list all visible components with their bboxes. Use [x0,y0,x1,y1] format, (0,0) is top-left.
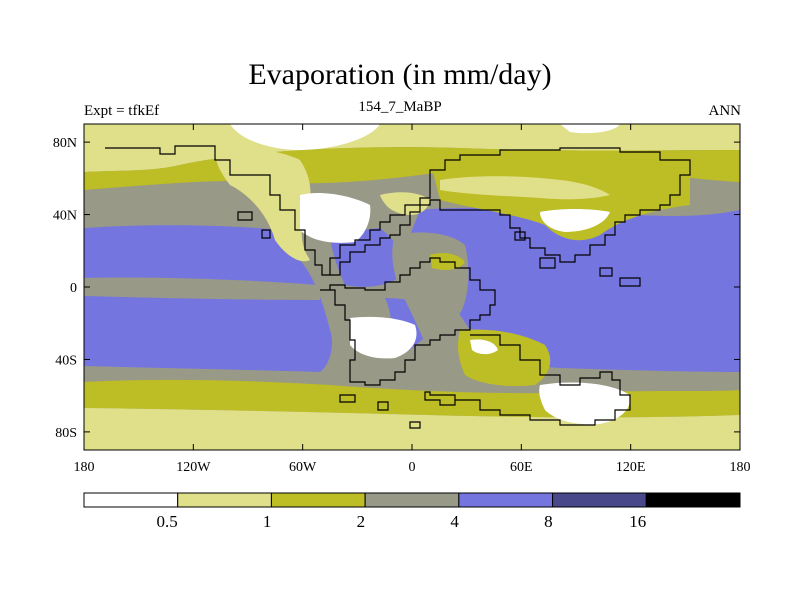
y-tick-label: 40S [55,353,77,368]
colorbar-label: 2 [357,512,366,531]
y-tick-label: 40N [53,209,77,224]
y-tick-label: 80N [53,136,77,151]
field-white-greenland [230,124,380,150]
colorbar-label: 16 [629,512,646,531]
colorbar-box [458,492,554,508]
colorbar: 0.5 1 2 4 8 16 [83,492,741,531]
small-island-outlines [237,211,641,287]
island-outlines [339,394,421,429]
colorbar-box [364,492,460,508]
x-tick-label: 120E [616,460,646,475]
x-tick-label: 60E [510,460,533,475]
experiment-label: Expt = tfkEf [84,103,160,119]
colorbar-box [270,492,366,508]
map-title: Evaporation (in mm/day) [248,58,552,91]
y-tick-label: 0 [70,281,77,296]
map-axes: 180 120W 60W 0 60E 120E 180 80N 40N 0 40S 80S [53,124,751,475]
south-america-africa-coastline [320,257,496,386]
field-ocean-atlantic-north [330,228,408,287]
field-white-north-america [300,193,371,243]
evaporation-field [84,124,740,450]
field-band-polar-south [84,428,740,450]
x-tick-label: 0 [409,460,416,475]
colorbar-box [552,492,647,508]
field-white-southern-africa [470,339,498,355]
x-tick-label: 120W [176,460,211,475]
field-land-eurasia-light [440,176,610,200]
colorbar-box [83,492,179,508]
field-land-north-america [215,148,311,262]
southern-coastline [424,334,631,426]
field-band-equatorial [84,277,320,300]
x-tick-label: 60W [289,460,317,475]
colorbar-label: 1 [263,512,272,531]
x-tick-label: 180 [730,460,751,475]
continent-outlines [105,145,691,429]
north-coastline [105,145,691,276]
x-tick-label: 180 [74,460,95,475]
period-label: 154_7_MaBP [358,99,442,115]
season-label: ANN [708,103,742,119]
colorbar-label: 0.5 [156,512,177,531]
field-white-antarctic-coast [539,382,631,425]
field-white-south-america [350,316,417,359]
field-land-europe [380,192,430,215]
y-tick-label: 80S [55,426,77,441]
colorbar-label: 4 [450,512,459,531]
colorbar-label: 8 [544,512,553,531]
field-white-central-asia [540,209,610,232]
field-white-arctic [560,124,620,134]
colorbar-box [645,492,741,508]
colorbar-box [177,492,272,508]
